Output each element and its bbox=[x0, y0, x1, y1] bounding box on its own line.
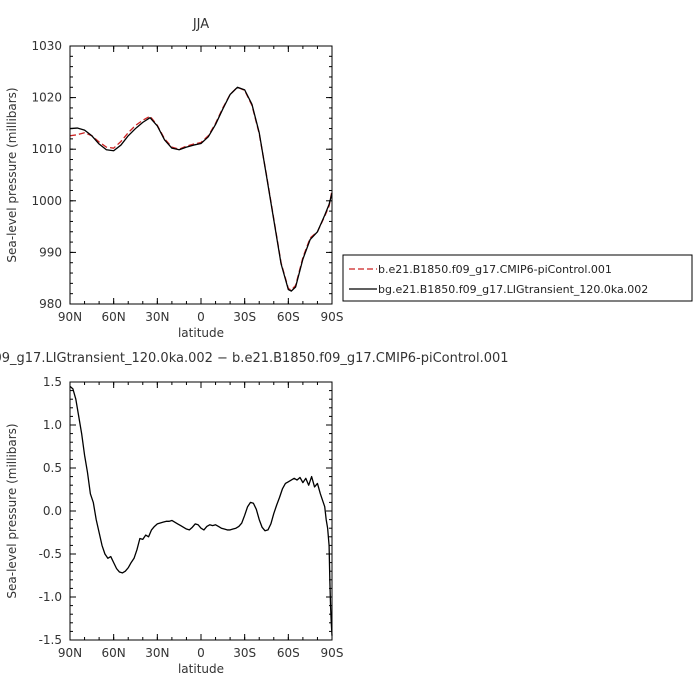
x-tick-label: 60S bbox=[277, 646, 300, 660]
x-tick-label: 30S bbox=[233, 646, 256, 660]
y-tick-label: 1000 bbox=[31, 194, 62, 208]
series-line-0 bbox=[69, 86, 333, 291]
plot-frame bbox=[69, 45, 333, 305]
x-tick-label: 90N bbox=[58, 646, 82, 660]
y-tick-label: 1.5 bbox=[43, 375, 62, 389]
legend: b.e21.B1850.f09_g17.CMIP6-piControl.001b… bbox=[342, 254, 693, 302]
y-tick-label: 990 bbox=[39, 245, 62, 259]
x-tick-label: 60S bbox=[277, 310, 300, 324]
y-tick-label: 0.5 bbox=[43, 461, 62, 475]
y-tick-label: 1.0 bbox=[43, 418, 62, 432]
y-tick-label: -1.5 bbox=[39, 633, 62, 647]
plot-title: JJA bbox=[192, 17, 209, 32]
x-axis-title: latitude bbox=[178, 662, 224, 676]
x-tick-label: 30N bbox=[145, 646, 169, 660]
x-tick-label: 0 bbox=[197, 646, 205, 660]
plot-frame bbox=[69, 381, 333, 641]
x-tick-label: 90S bbox=[321, 310, 344, 324]
slp-jja-panel: JJA 90N 60N 30N 0 30S 60S 90S 980 990 1000 1010 1020… bbox=[5, 17, 693, 340]
x-tick-label: 30N bbox=[145, 310, 169, 324]
slp-difference-panel: bg.e21.B1850.f09_g17.LIGtransient_120.0k… bbox=[0, 351, 509, 676]
legend-box bbox=[342, 254, 693, 302]
legend-label-1: bg.e21.B1850.f09_g17.LIGtransient_120.0k… bbox=[378, 283, 648, 296]
y-tick-label: 1020 bbox=[31, 91, 62, 105]
y-axis-title: Sea-level pressure (millibars) bbox=[5, 87, 19, 262]
x-axis-title: latitude bbox=[178, 326, 224, 340]
y-tick-label: 1010 bbox=[31, 142, 62, 156]
x-tick-label: 90N bbox=[58, 310, 82, 324]
y-tick-label: -1.0 bbox=[39, 590, 62, 604]
y-tick-label: 980 bbox=[39, 297, 62, 311]
x-tick-label: 60N bbox=[102, 646, 126, 660]
y-tick-label: 0.0 bbox=[43, 504, 62, 518]
y-axis-title: Sea-level pressure (millibars) bbox=[5, 423, 19, 598]
x-tick-label: 90S bbox=[321, 646, 344, 660]
legend-label-0: b.e21.B1850.f09_g17.CMIP6-piControl.001 bbox=[378, 263, 612, 276]
series-line-0 bbox=[69, 385, 333, 636]
x-tick-label: 60N bbox=[102, 310, 126, 324]
y-tick-label: 1030 bbox=[31, 39, 62, 53]
x-tick-label: 0 bbox=[197, 310, 205, 324]
x-tick-label: 30S bbox=[233, 310, 256, 324]
series-line-1 bbox=[69, 86, 333, 292]
y-tick-label: -0.5 bbox=[39, 547, 62, 561]
plot-title: bg.e21.B1850.f09_g17.LIGtransient_120.0k… bbox=[0, 351, 509, 366]
